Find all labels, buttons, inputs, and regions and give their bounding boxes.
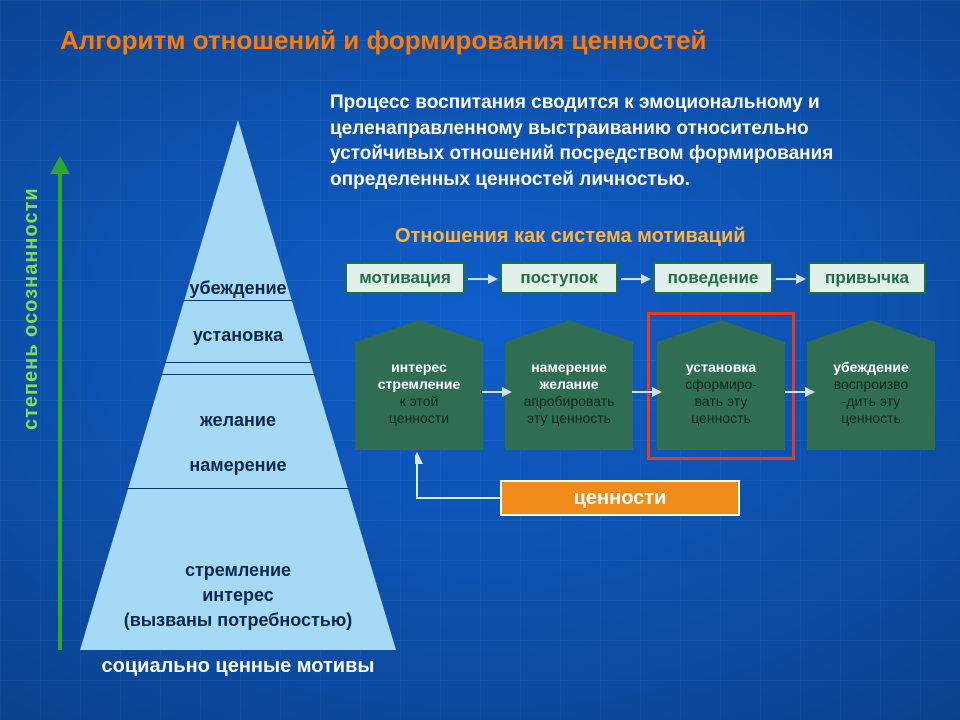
flow-box-2: поведение: [653, 262, 773, 294]
motivation-flow-row: мотивация поступок поведение привычка: [345, 262, 935, 296]
flow-box-1: поступок: [500, 262, 618, 294]
pyramid-line-4: [127, 488, 349, 489]
pent-arrow-0: [482, 385, 512, 397]
pent-arrow-1: [632, 385, 662, 397]
page-title: Алгоритм отношений и формирования ценнос…: [60, 25, 707, 56]
pentagon-3: убеждение воспроизво -дить эту ценность: [807, 320, 935, 450]
pentagon-2: установка сформиро- вать эту ценность: [657, 320, 785, 450]
pyramid-level-6: (вызваны потребностью): [80, 610, 396, 631]
flow-arrow-0: [468, 272, 498, 284]
vertical-axis-arrow: [58, 170, 62, 650]
vertical-axis-label: степень осознанности: [20, 187, 43, 430]
pentagon-1-text: намерение желание апробировать эту ценно…: [524, 359, 615, 426]
flow-arrow-2: [776, 272, 806, 284]
pyramid-line-1: [184, 300, 292, 301]
pentagon-row: интерес стремление к этой ценности намер…: [345, 320, 945, 460]
pentagon-3-text: убеждение воспроизво -дить эту ценность: [833, 359, 908, 426]
pentagon-2-text: установка сформиро- вать эту ценность: [685, 359, 757, 426]
flow-box-3: привычка: [808, 262, 926, 294]
flow-box-0: мотивация: [345, 262, 465, 294]
pyramid-bottom-label: социально ценные мотивы: [80, 655, 396, 678]
pentagon-0-text: интерес стремление к этой ценности: [378, 359, 461, 426]
connector-line: [415, 450, 505, 505]
pyramid-level-5: интерес: [80, 585, 396, 606]
pyramid-line-3: [160, 374, 316, 375]
flow-arrow-1: [621, 272, 651, 284]
value-box: ценности: [500, 480, 740, 516]
pentagon-1: намерение желание апробировать эту ценно…: [505, 320, 633, 450]
pyramid-line-2: [164, 362, 312, 363]
subheading: Отношения как система мотиваций: [395, 225, 746, 248]
pentagon-0: интерес стремление к этой ценности: [355, 320, 483, 450]
pent-arrow-2: [785, 385, 815, 397]
pyramid-level-4: стремление: [80, 560, 396, 581]
description-text: Процесс воспитания сводится к эмоциональ…: [330, 90, 920, 193]
